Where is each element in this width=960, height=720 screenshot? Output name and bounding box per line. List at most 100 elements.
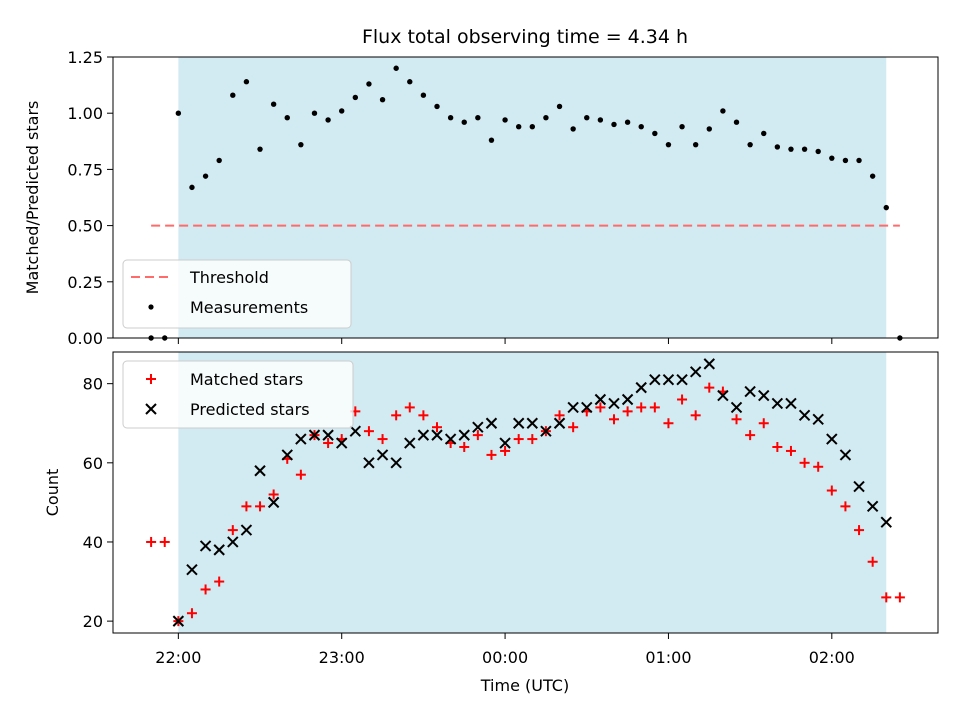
matched-star-point: [854, 525, 865, 536]
measurement-point: [352, 94, 359, 101]
matched-star-point: [595, 402, 606, 413]
bottom-ytick-label: 20: [83, 612, 103, 631]
matched-star-point: [799, 457, 810, 468]
matched-star-point: [214, 576, 225, 587]
top-ytick-label: 0.00: [67, 329, 103, 348]
measurement-point: [543, 114, 549, 121]
top-legend-box: [122, 259, 352, 329]
predicted-star-point: [662, 373, 675, 386]
top-legend: Threshold Measurements: [122, 259, 352, 329]
matched-star-point: [826, 485, 837, 496]
predicted-stars-points: [172, 358, 892, 627]
matched-star-point: [894, 592, 905, 603]
matched-star-point: [363, 426, 374, 437]
measurement-point: [720, 108, 726, 114]
matched-star-point: [704, 382, 715, 393]
measurement-point: [869, 173, 876, 179]
predicted-star-point: [390, 457, 402, 469]
predicted-star-point: [866, 500, 879, 513]
predicted-star-point: [853, 480, 865, 493]
matched-star-point: [200, 584, 211, 595]
top-axes-frame: [112, 56, 939, 339]
xtick-label: 23:00: [319, 648, 365, 667]
predicted-star-point: [186, 563, 198, 576]
predicted-star-point: [526, 417, 539, 429]
measurement-point: [679, 123, 685, 130]
matched-star-point: [268, 489, 279, 500]
predicted-star-point: [839, 449, 852, 461]
bottom-ytick-label: 60: [83, 454, 103, 473]
top-ytick-label: 1.25: [67, 48, 103, 67]
predicted-star-point: [581, 401, 593, 414]
measurement-point: [652, 130, 658, 137]
measurement-point: [475, 114, 481, 121]
matched-star-point: [255, 501, 266, 512]
bottom-ytick-label: 40: [83, 533, 103, 552]
measurement-point: [339, 108, 345, 114]
matched-star-point: [622, 406, 633, 417]
predicted-star-point: [621, 393, 634, 406]
matched-star-point: [731, 414, 742, 425]
matched-star-point: [527, 434, 538, 445]
predicted-star-point: [472, 421, 484, 433]
bottom-panel: 20 40 60 80 22:00 23:00 00:00 01:00 02:00 Count…: [43, 351, 939, 695]
measurement-point: [856, 157, 862, 164]
predicted-star-point: [295, 433, 307, 445]
predicted-star-point: [322, 429, 334, 441]
measurement-point: [774, 144, 781, 150]
legend-threshold-label: Threshold: [189, 268, 269, 287]
matched-star-point: [758, 418, 769, 429]
measurement-point: [529, 123, 536, 130]
predicted-star-point: [540, 425, 552, 437]
measurement-point: [447, 114, 454, 121]
predicted-star-point: [227, 536, 239, 548]
matched-star-point: [649, 402, 660, 413]
measurement-point: [175, 110, 182, 116]
measurement-point: [284, 114, 290, 121]
matched-star-point: [663, 418, 674, 429]
measurement-point: [556, 103, 563, 110]
predicted-star-point: [826, 433, 838, 445]
matched-star-point: [785, 445, 796, 456]
matched-star-point: [568, 422, 579, 433]
top-panel: 0.00 0.25 0.50 0.75 1.00 1.25 Matched/Predict…: [23, 48, 939, 348]
predicted-star-point: [758, 389, 770, 402]
matched-star-point: [554, 410, 565, 421]
matched-star-point: [146, 536, 157, 547]
measurement-point: [393, 65, 399, 71]
matched-star-point: [677, 394, 688, 405]
predicted-star-point: [730, 401, 743, 414]
matched-star-point: [432, 422, 443, 433]
predicted-star-point: [363, 457, 375, 469]
predicted-star-point: [458, 429, 470, 441]
predicted-star-point: [744, 385, 756, 398]
bottom-axes-frame: [112, 351, 939, 634]
predicted-star-point: [199, 540, 212, 552]
measurement-point: [379, 97, 386, 103]
matched-star-point: [418, 410, 429, 421]
legend-predicted-swatch: [145, 403, 157, 415]
xtick-label: 22:00: [155, 648, 201, 667]
predicted-star-point: [717, 389, 729, 402]
matched-star-point: [159, 536, 170, 547]
predicted-star-point: [567, 401, 579, 414]
measurement-point: [788, 146, 794, 152]
matched-star-point: [241, 501, 252, 512]
matched-star-point: [867, 556, 878, 567]
measurement-point: [216, 157, 222, 164]
measurement-point: [230, 92, 236, 98]
measurement-points: [148, 65, 903, 341]
matched-star-point: [459, 441, 470, 452]
top-y-axis-label: Matched/Predicted stars: [23, 101, 42, 295]
legend-measurements-swatch: [148, 304, 154, 310]
matched-star-point: [772, 441, 783, 452]
legend-matched-label: Matched stars: [190, 370, 303, 389]
predicted-star-point: [649, 373, 661, 386]
predicted-star-point: [485, 417, 498, 429]
matched-star-point: [472, 430, 483, 441]
predicted-star-point: [676, 373, 688, 386]
matched-star-point: [186, 608, 197, 619]
bottom-legend-box: [122, 360, 354, 429]
predicted-star-point: [308, 429, 321, 441]
